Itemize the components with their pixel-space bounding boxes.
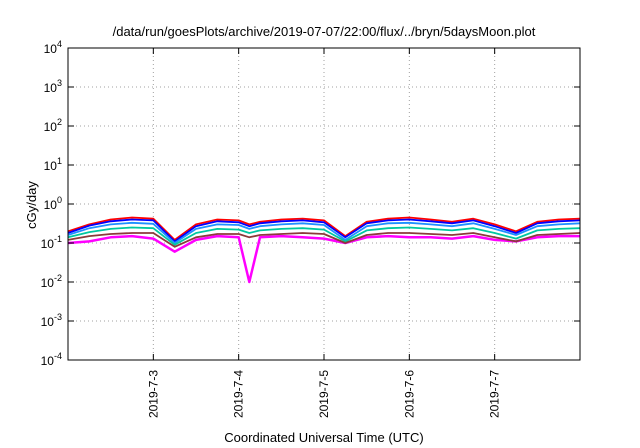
y-tick-label: 101 [44,156,62,173]
x-tick-label: 2019-7-5 [317,370,331,418]
y-tick-label: 10-1 [41,234,62,251]
series-line-4 [67,221,581,244]
x-tick-label: 2019-7-7 [488,370,502,418]
y-tick-label: 103 [44,78,62,95]
grid [68,47,580,361]
series-line-3 [67,218,581,243]
series-group [67,216,581,284]
series-line-5 [67,226,581,246]
x-axis-label: Coordinated Universal Time (UTC) [224,430,423,445]
chart-title: /data/run/goesPlots/archive/2019-07-07/2… [113,24,536,39]
y-tick-label: 10-3 [41,312,62,329]
y-tick-label: 10-4 [41,351,62,368]
x-tick-label: 2019-7-3 [146,370,160,418]
y-tick-label: 104 [44,39,62,56]
y-tick-label: 102 [44,117,62,134]
y-axis-label: cGy/day [24,181,39,229]
y-tick-label: 100 [44,195,62,212]
series-line-6 [67,232,581,248]
series-line-1 [67,234,580,284]
x-tick-label: 2019-7-6 [402,370,416,418]
ticks: 10-4 10-3 10-2 10-1 100 101 102 103 104 2019-7-3 2… [41,39,580,418]
y-tick-label: 10-2 [41,273,62,290]
x-tick-label: 2019-7-4 [232,370,246,418]
series-line-2 [67,216,581,241]
